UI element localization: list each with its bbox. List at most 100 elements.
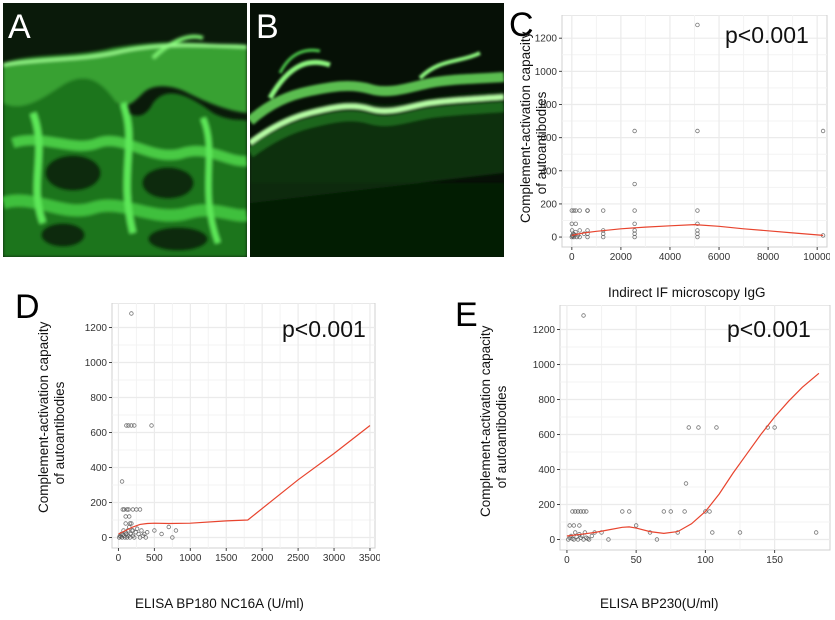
chart-c-data-point (577, 208, 582, 213)
chart-e-data-point (737, 530, 743, 535)
chart-c-data-point (695, 221, 700, 226)
chart-e-data-point (620, 509, 625, 514)
chart-d-data-point (119, 479, 125, 484)
chart-c-data-point (573, 229, 578, 235)
chart-c-data-point (601, 208, 606, 213)
chart-c-data-point (585, 234, 590, 240)
chart-c-data-point (577, 228, 582, 233)
chart-c: 0 200 400 600 800 1000 1200 0 2000 4000 6000 8000 10… (535, 15, 830, 263)
chart-c-data-point (571, 208, 576, 213)
chart-c-data-point (577, 234, 582, 240)
chart-e-y-tick-label: 400 (538, 465, 555, 476)
chart-d-data-point (127, 514, 132, 519)
chart-d-x-tick-label: 1000 (179, 553, 202, 564)
micrograph-a-image (3, 3, 247, 257)
chart-c-fit-line (571, 223, 824, 236)
chart-e-fit-line (566, 372, 820, 537)
chart-e-ylabel-line2: of autoantibodies (494, 385, 509, 489)
chart-d-data-point (159, 531, 164, 537)
chart-d-y-tick-label: 600 (90, 428, 107, 439)
chart-c-x-tick-label: 8000 (757, 252, 780, 263)
chart-d-data-point (129, 311, 134, 316)
chart-e-data-point (571, 523, 577, 528)
chart-e-data-point (577, 523, 582, 528)
chart-d-y-tick-label: 400 (90, 463, 107, 474)
micrograph-a (3, 3, 247, 257)
chart-d-ylabel: Complement-activation capacity of autoan… (36, 322, 68, 513)
chart-c-x-tick-label: 0 (569, 252, 575, 263)
chart-c-data-point (695, 128, 700, 134)
chart-d-data-point (143, 535, 148, 540)
chart-e-y-tick-label: 200 (538, 500, 555, 511)
chart-e-data-point (573, 530, 578, 535)
chart-d-data-point (127, 521, 133, 526)
chart-d-data-point (124, 423, 129, 428)
chart-e-data-point (683, 481, 689, 486)
chart-c-data-point (569, 228, 575, 233)
chart-d-data-point (132, 423, 137, 428)
chart-d-y-tick-label: 800 (90, 393, 107, 404)
chart-e-data-point (633, 523, 639, 528)
chart-d-xlabel: ELISA BP180 NC16A (U/ml) (135, 596, 304, 611)
chart-c-data-point (820, 128, 826, 134)
chart-d-x-tick-label: 500 (146, 553, 163, 564)
chart-e-y-tick-label: 0 (549, 535, 555, 546)
chart-c-x-tick-label: 4000 (659, 252, 682, 263)
chart-d-data-point (152, 528, 157, 533)
micrograph-b-image (250, 3, 504, 257)
chart-c-data-point (632, 181, 637, 187)
chart-c-xlabel: Indirect IF microscopy IgG (608, 285, 766, 300)
chart-e-data-point (586, 537, 592, 542)
chart-e-data-point (589, 533, 595, 539)
panel-label-a: A (8, 8, 31, 46)
chart-d-data-point (136, 531, 141, 537)
chart-d-data-point (129, 521, 134, 526)
chart-d-ylabel-line2: of autoantibodies (52, 381, 67, 485)
chart-c-data-point (632, 208, 637, 213)
chart-c-data-point (695, 228, 700, 233)
chart-d-y-tick-label: 0 (101, 533, 107, 544)
chart-d-data-point (149, 423, 154, 428)
chart-d-data-point (134, 526, 140, 531)
chart-e-data-point (668, 509, 673, 514)
chart-e: 0 200 400 600 800 1000 1200 0 50 100 150 (533, 305, 831, 566)
chart-d-data-point (170, 535, 175, 540)
chart-c-x-tick-label: 6000 (708, 252, 731, 263)
chart-e-data-point (627, 509, 632, 514)
chart-d-x-tick-label: 3500 (359, 553, 380, 564)
chart-e-data-point (581, 313, 586, 318)
chart-c-y-tick-label: 200 (540, 199, 557, 210)
chart-e-data-point (661, 509, 667, 514)
chart-d-data-point (126, 423, 131, 428)
chart-d-data-point (145, 530, 150, 535)
chart-c-y-tick-label: 0 (551, 233, 557, 244)
chart-d-y-tick-label: 1200 (85, 323, 108, 334)
chart-e-pvalue: p<0.001 (727, 316, 811, 342)
chart-e-data-point (584, 509, 589, 514)
chart-e-data-point (571, 537, 577, 542)
chart-e-x-tick-label: 100 (697, 555, 714, 566)
chart-e-y-tick-label: 1200 (533, 325, 556, 336)
chart-d-data-point (139, 528, 144, 533)
chart-d-data-point (166, 524, 171, 530)
chart-d-plot-area (111, 303, 376, 549)
chart-e-data-point (703, 509, 708, 514)
chart-d-data-point (124, 507, 130, 512)
chart-d-data-point (123, 521, 128, 526)
chart-e-ylabel: Complement-activation capacity of autoan… (478, 326, 510, 517)
chart-e-y-tick-label: 800 (538, 395, 555, 406)
chart-e-data-point (696, 425, 701, 430)
chart-e-data-point (772, 425, 777, 430)
chart-c-y-tick-label: 1200 (535, 34, 558, 45)
chart-d-data-point (132, 535, 137, 540)
chart-d-data-point (122, 507, 127, 512)
chart-c-data-point (695, 22, 700, 28)
chart-c-data-point (632, 221, 637, 226)
chart-d-data-point (137, 507, 143, 512)
chart-e-data-point (654, 537, 660, 542)
chart-d-data-point (120, 507, 125, 512)
chart-e-data-point (714, 425, 719, 430)
chart-c-y-tick-label: 600 (540, 133, 557, 144)
panel-label-c: C (509, 6, 534, 44)
chart-d-x-tick-label: 3000 (323, 553, 346, 564)
